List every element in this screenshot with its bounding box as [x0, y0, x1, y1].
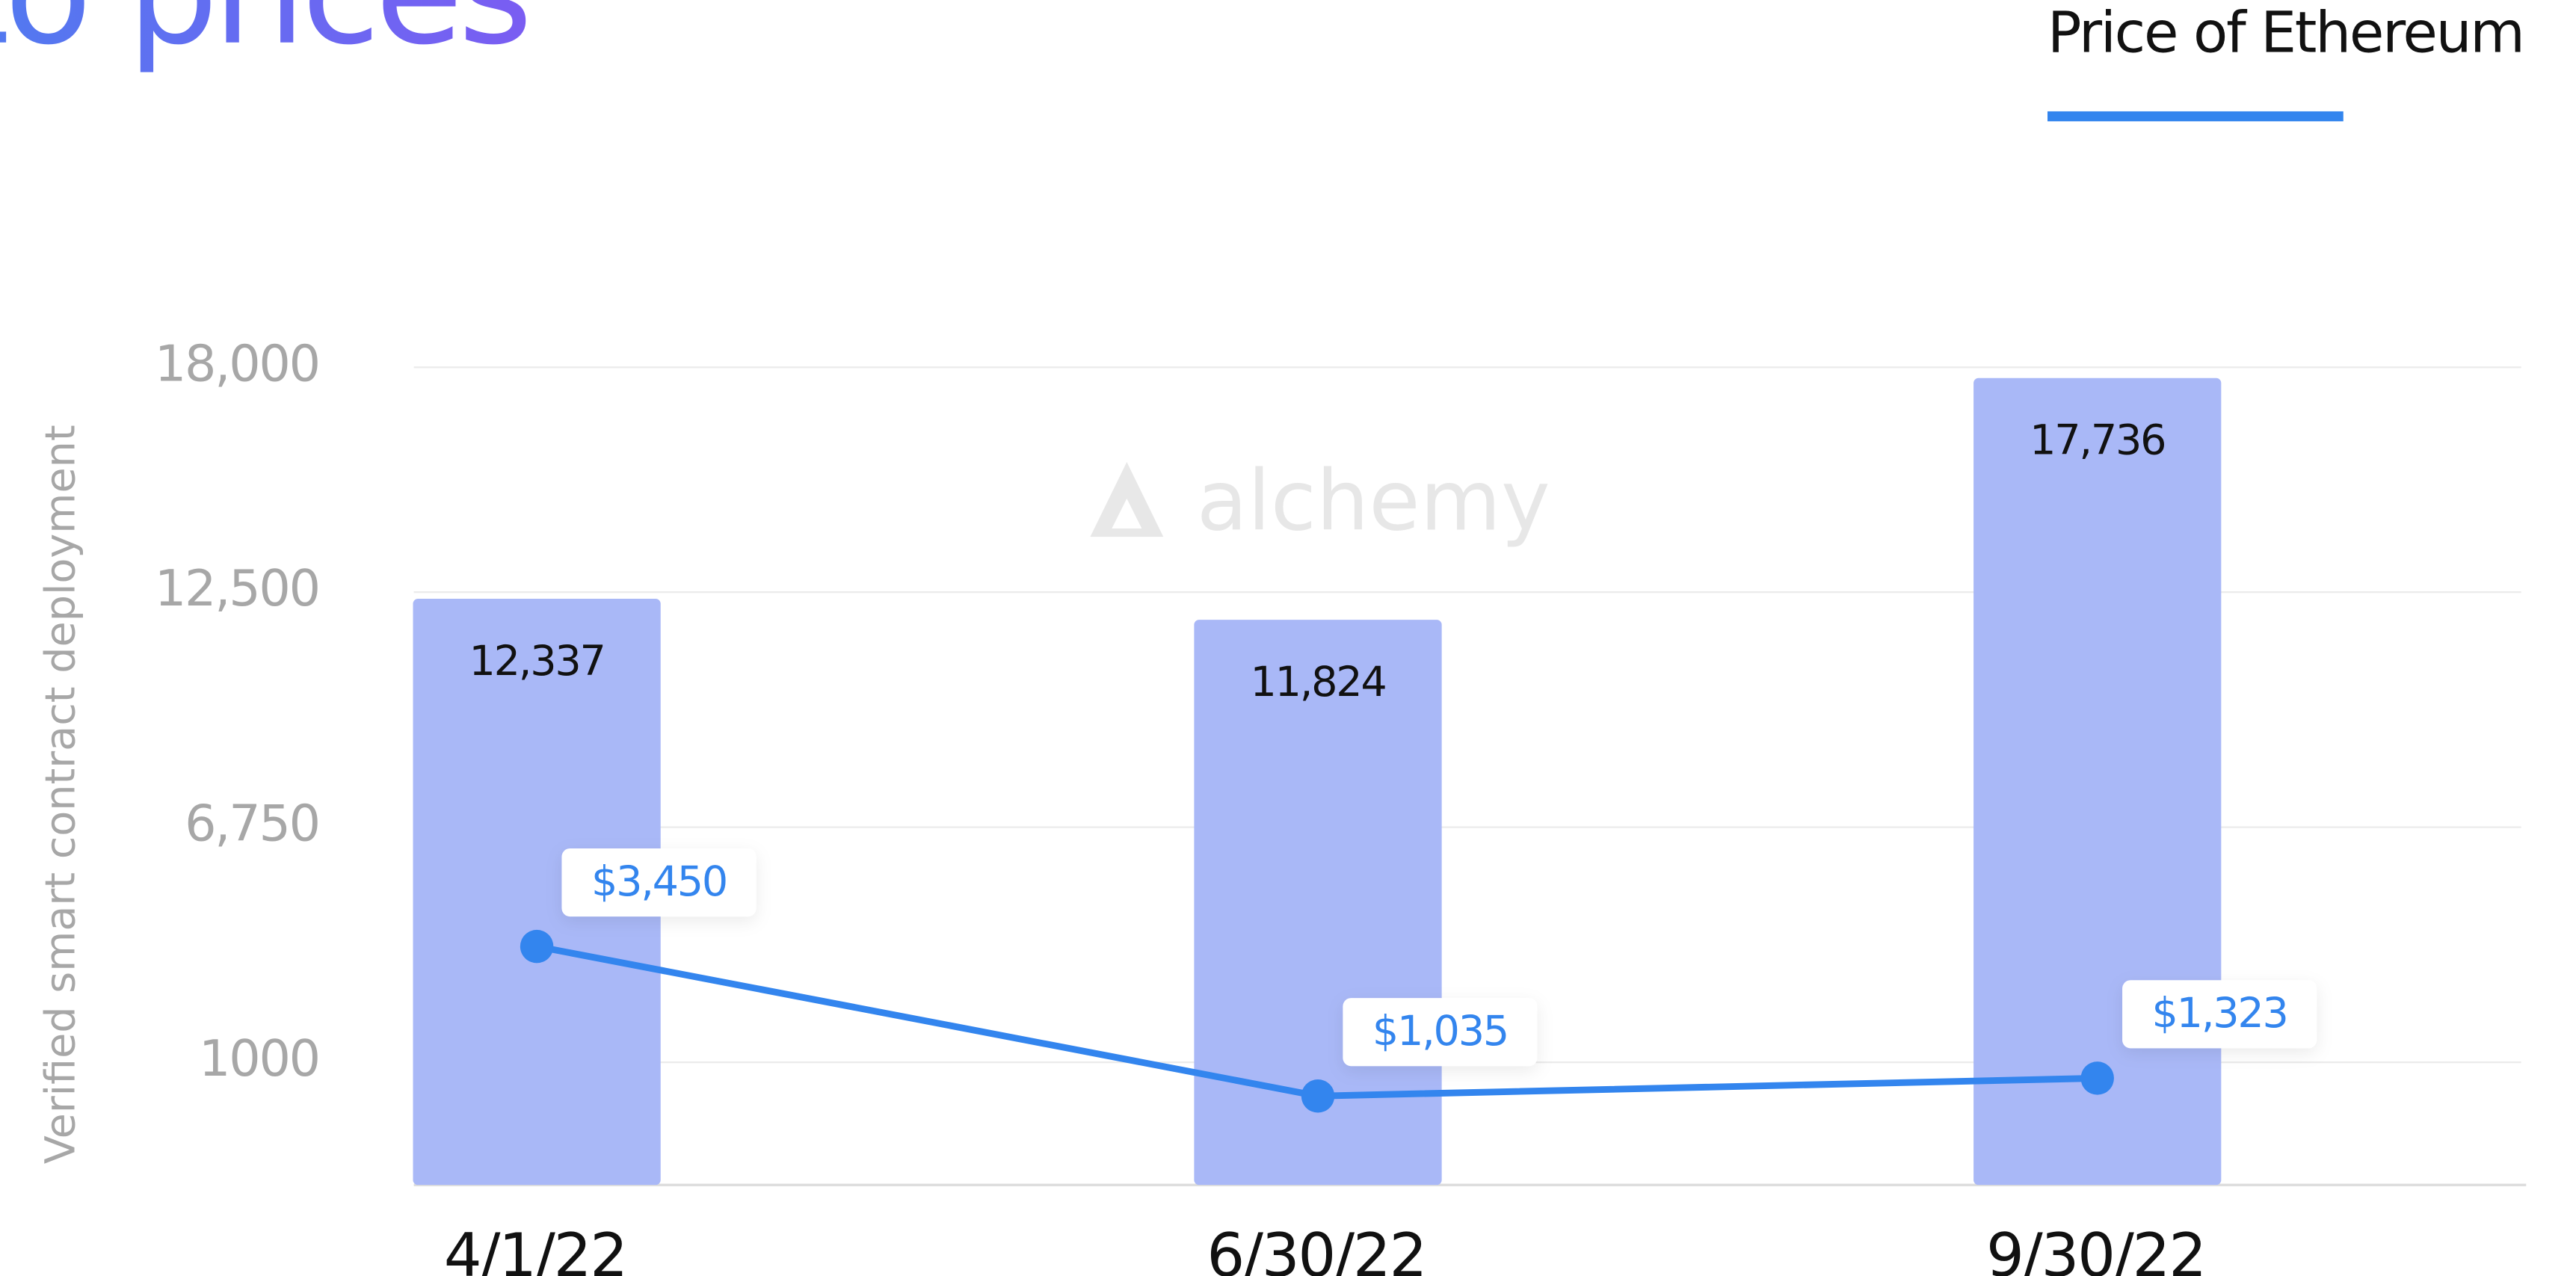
price-value-label: $3,450: [591, 857, 727, 906]
x-tick-label: 6/30/22: [1207, 1221, 1426, 1276]
label-box: [1343, 998, 1538, 1067]
label-box: [2122, 980, 2317, 1049]
watermark-logo: [1090, 462, 1164, 537]
legend-label: Price of Ethereum: [2047, 0, 2524, 65]
price-point: [520, 929, 554, 964]
y-tick-label: 1000: [199, 1029, 319, 1088]
x-tick-label: 4/1/22: [444, 1221, 626, 1276]
x-tick-label: 9/30/22: [1986, 1221, 2205, 1276]
y-tick-label: 18,000: [155, 334, 319, 392]
bar-value-label: 11,824: [1250, 658, 1385, 706]
price-label-box: $3,450: [561, 848, 757, 917]
y-tick-label: 12,500: [155, 559, 319, 617]
bar: [413, 599, 661, 1186]
price-label-box: $1,323: [2122, 980, 2317, 1049]
watermark-text: alchemy: [1197, 453, 1550, 549]
chart-title: to prices: [0, 0, 528, 77]
y-tick-label: 6,750: [185, 795, 319, 853]
price-value-label: $1,323: [2152, 989, 2287, 1038]
price-point: [1301, 1079, 1335, 1113]
price-label-box: $1,035: [1343, 998, 1538, 1067]
legend-swatch: [2047, 111, 2344, 122]
price-value-label: $1,035: [1372, 1007, 1508, 1055]
y-axis-label: Verified smart contract deployment: [37, 425, 85, 1164]
price-point: [2080, 1061, 2114, 1095]
watermark: alchemy: [1090, 453, 1550, 549]
bar-value-label: 12,337: [469, 637, 605, 685]
bar-value-label: 17,736: [2030, 416, 2165, 465]
label-box: [561, 848, 757, 917]
